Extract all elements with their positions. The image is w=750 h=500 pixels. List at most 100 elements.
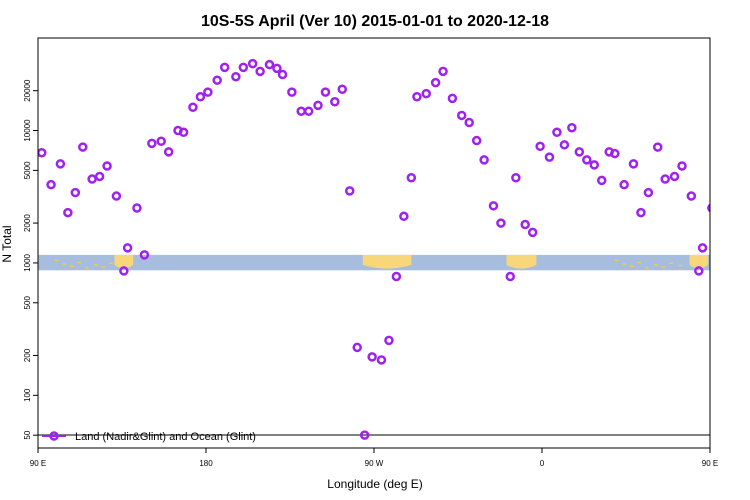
data-point xyxy=(733,138,740,145)
data-point xyxy=(471,135,482,146)
data-point xyxy=(479,155,489,165)
land-ocean-band xyxy=(38,254,710,271)
data-point xyxy=(610,148,620,159)
data-point xyxy=(178,127,189,138)
data-point xyxy=(406,172,417,183)
island-mark xyxy=(661,266,666,268)
data-point xyxy=(212,75,222,85)
data-point xyxy=(628,159,639,169)
data-point xyxy=(716,251,723,258)
data-point xyxy=(707,203,710,213)
data-point xyxy=(119,266,129,276)
chart-title: 10S-5S April (Ver 10) 2015-01-01 to 2020… xyxy=(201,13,549,30)
x-tick-label: 90 E xyxy=(30,459,46,468)
data-point xyxy=(195,91,206,102)
data-point xyxy=(697,243,708,253)
land-new-guinea-right xyxy=(689,254,709,269)
data-point xyxy=(488,201,499,211)
y-tick-label: 1000 xyxy=(23,253,32,271)
data-point xyxy=(122,243,133,253)
data-point xyxy=(156,136,166,146)
data-point xyxy=(94,171,105,182)
data-point xyxy=(669,171,680,182)
x-axis-label: Longitude (deg E) xyxy=(327,477,422,491)
y-tick-label: 20000 xyxy=(23,79,32,102)
legend-label: Land (Nadir&Glint) and Ocean (Glint) xyxy=(75,431,256,443)
data-point xyxy=(203,87,213,97)
plot-frame xyxy=(37,37,711,449)
y-tick-label: 10000 xyxy=(23,119,32,142)
legend: Land (Nadir&Glint) and Ocean (Glint) xyxy=(42,431,256,443)
data-point xyxy=(272,63,282,74)
data-point xyxy=(652,142,663,152)
data-point xyxy=(505,271,516,282)
data-point xyxy=(87,174,97,184)
data-point xyxy=(139,250,150,260)
data-point xyxy=(412,91,422,102)
x-tick-label: 0 xyxy=(540,459,545,468)
island-mark xyxy=(62,263,67,265)
data-point xyxy=(677,161,687,171)
y-axis-label: N Total xyxy=(0,225,14,262)
data-point xyxy=(740,148,747,155)
data-point xyxy=(520,219,530,230)
data-point xyxy=(535,141,545,152)
data-point xyxy=(344,186,355,196)
island-mark xyxy=(69,265,74,268)
island-mark xyxy=(108,262,113,264)
data-point xyxy=(70,187,81,198)
data-point xyxy=(352,342,362,353)
island-mark xyxy=(668,262,673,264)
data-point xyxy=(367,352,377,362)
data-point xyxy=(686,191,697,201)
data-point xyxy=(438,66,448,77)
data-point xyxy=(567,122,577,133)
data-point xyxy=(147,138,157,149)
data-point xyxy=(78,142,88,152)
data-point xyxy=(447,93,458,104)
x-tick-label: 90 E xyxy=(702,459,718,468)
data-point xyxy=(391,271,402,282)
data-point xyxy=(527,227,538,238)
data-point xyxy=(132,203,142,213)
island-mark xyxy=(637,261,642,264)
y-tick-label: 100 xyxy=(23,388,32,402)
data-point xyxy=(188,102,198,112)
island-mark xyxy=(678,264,683,267)
island-mark xyxy=(54,259,59,261)
data-point xyxy=(231,71,241,82)
island-mark xyxy=(614,259,619,261)
data-point xyxy=(496,218,506,228)
y-tick-label: 5000 xyxy=(23,161,32,179)
data-point xyxy=(596,175,607,186)
data-point xyxy=(337,84,348,95)
data-point xyxy=(287,87,297,97)
data-point xyxy=(589,160,600,170)
data-point xyxy=(511,172,521,183)
data-point xyxy=(376,355,387,365)
data-point xyxy=(421,88,432,99)
land-americas xyxy=(362,254,412,269)
data-point xyxy=(619,179,629,190)
data-point xyxy=(456,110,467,121)
island-mark xyxy=(629,265,634,268)
data-point xyxy=(277,69,288,80)
data-point xyxy=(313,100,323,111)
data-point xyxy=(582,155,592,165)
data-point xyxy=(464,117,474,128)
y-tick-label: 200 xyxy=(23,348,32,362)
island-mark xyxy=(84,267,89,269)
land-new-guinea xyxy=(114,254,134,269)
x-tick-label: 180 xyxy=(199,459,213,468)
data-point xyxy=(559,140,570,150)
data-point xyxy=(111,191,122,201)
island-mark xyxy=(94,264,98,266)
y-tick-label: 500 xyxy=(23,296,32,310)
data-point xyxy=(430,77,441,88)
data-point xyxy=(219,62,230,73)
data-point xyxy=(46,179,56,190)
y-axis: 50 100 200 500 1000 2000 5000 10000 20000 xyxy=(23,79,38,440)
data-points xyxy=(38,58,747,440)
data-point xyxy=(660,174,670,184)
